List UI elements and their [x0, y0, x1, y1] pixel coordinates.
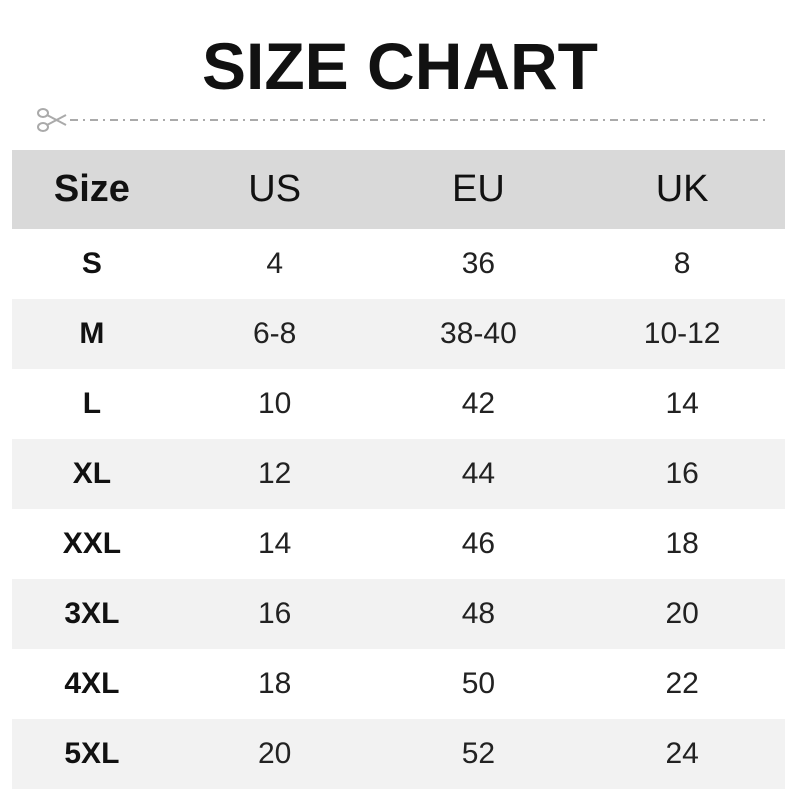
cell-us: 16 [257, 597, 292, 630]
cell-uk: 22 [665, 667, 699, 700]
cell-us: 6-8 [252, 317, 297, 350]
header-size: Size [53, 168, 130, 210]
table-row: L 10 42 14 [12, 369, 785, 439]
cell-uk: 16 [665, 457, 699, 490]
table-row: S 4 36 8 [12, 229, 785, 299]
table-row: 5XL 20 52 24 [12, 719, 785, 789]
cell-size: S [81, 247, 102, 280]
cell-eu: 42 [461, 387, 496, 420]
cell-eu: 44 [461, 457, 496, 490]
header-us: US [248, 168, 302, 210]
table-row: XXL 14 46 18 [12, 509, 785, 579]
size-table: Size US EU UK S 4 36 8 M 6-8 38-40 10-12 L 10 42 14… [12, 150, 785, 789]
cell-uk: 18 [665, 527, 699, 560]
cell-size: L [82, 387, 102, 420]
cell-eu: 52 [461, 737, 496, 770]
cell-eu: 46 [461, 527, 496, 560]
table-row: XL 12 44 16 [12, 439, 785, 509]
cell-size: XL [72, 457, 112, 490]
scissors-icon [37, 108, 67, 132]
cell-size: 4XL [64, 667, 120, 700]
cell-uk: 14 [665, 387, 699, 420]
table-row: 4XL 18 50 22 [12, 649, 785, 719]
cell-size: 5XL [64, 737, 120, 770]
page-title: SIZE CHART [202, 29, 598, 103]
cell-us: 14 [257, 527, 292, 560]
cell-size: 3XL [64, 597, 120, 630]
cell-us: 20 [257, 737, 292, 770]
cell-uk: 24 [665, 737, 699, 770]
cut-line [37, 108, 769, 132]
cell-us: 4 [266, 247, 283, 280]
cell-us: 18 [257, 667, 292, 700]
header-uk: UK [655, 168, 709, 210]
cell-us: 12 [257, 457, 292, 490]
table-header: Size US EU UK [12, 150, 785, 229]
cell-size: M [79, 317, 105, 350]
cell-size: XXL [62, 527, 122, 560]
table-row: M 6-8 38-40 10-12 [12, 299, 785, 369]
cell-uk: 10-12 [643, 317, 721, 350]
cell-us: 10 [257, 387, 292, 420]
cell-eu: 50 [461, 667, 496, 700]
cell-eu: 48 [461, 597, 496, 630]
table-row: 3XL 16 48 20 [12, 579, 785, 649]
cell-eu: 38-40 [440, 317, 517, 350]
cell-uk: 20 [665, 597, 699, 630]
cell-eu: 36 [461, 247, 496, 280]
header-eu: EU [452, 168, 505, 210]
cell-uk: 8 [673, 247, 691, 280]
